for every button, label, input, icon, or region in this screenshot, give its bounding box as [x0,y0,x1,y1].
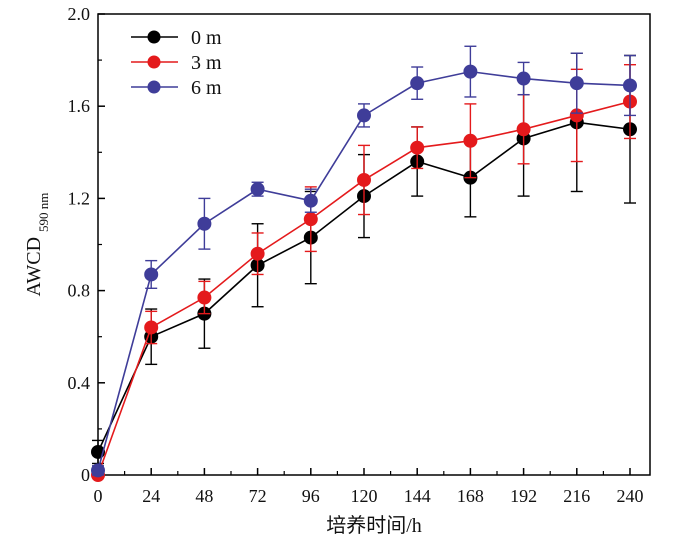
data-point [91,463,105,478]
data-point [197,290,212,305]
data-point [410,140,425,155]
legend-marker [147,30,161,44]
data-point [623,78,637,93]
data-point [463,64,478,79]
axes: 0 24 48 72 96 120 144 168 192 216 240 0 0.4 0.8 1.2 1.6… [68,4,651,506]
x-tick-label: 24 [142,486,160,506]
axis-labels: 培养时间/h AWCD 590 nm [23,193,422,537]
y-tick-label: 1.6 [68,96,91,116]
legend-marker [147,80,161,94]
x-tick-label: 216 [563,486,590,506]
data-point [144,320,159,335]
legend-label: 3 m [191,52,222,74]
x-tick-label: 48 [195,486,213,506]
x-tick-label: 168 [457,486,484,506]
x-tick-label: 240 [617,486,644,506]
plot-frame [97,13,651,476]
x-tick-label: 144 [404,486,431,506]
data-point [303,212,318,227]
y-tick-label: 2.0 [68,4,91,24]
data-point [463,133,478,148]
data-point [144,267,159,282]
series-line [97,70,631,471]
x-tick-label: 96 [302,486,320,506]
data-point [410,76,425,91]
data-point [303,193,318,208]
series-6m [91,45,637,478]
data-point [91,444,105,459]
data-point [569,76,584,91]
legend-label: 6 m [191,77,222,99]
data-point [516,71,531,86]
x-tick-label: 120 [351,486,378,506]
y-tick-label: 1.2 [68,188,91,208]
data-point [357,108,371,123]
x-tick-label: 192 [510,486,537,506]
data-point [516,122,531,137]
x-tick-label: 72 [249,486,267,506]
series-3m [91,64,637,482]
legend-label: 0 m [191,27,222,49]
data-point [197,216,212,231]
data-point [250,182,265,197]
y-axis-title-subscript: 590 nm [36,193,51,232]
series-layer [91,45,637,482]
y-axis-title-main: AWCD [23,237,45,297]
legend-marker [147,55,161,69]
legend: 0 m 3 m 6 m [131,27,222,99]
y-tick-label: 0.4 [68,373,91,393]
x-tick-label: 0 [94,486,103,506]
data-point [250,246,265,261]
y-tick-label: 0.8 [68,281,91,301]
data-point [357,172,371,187]
y-axis-title: AWCD 590 nm [23,193,51,297]
x-axis-title: 培养时间/h [326,514,422,537]
y-tick-label: 0 [81,465,90,485]
